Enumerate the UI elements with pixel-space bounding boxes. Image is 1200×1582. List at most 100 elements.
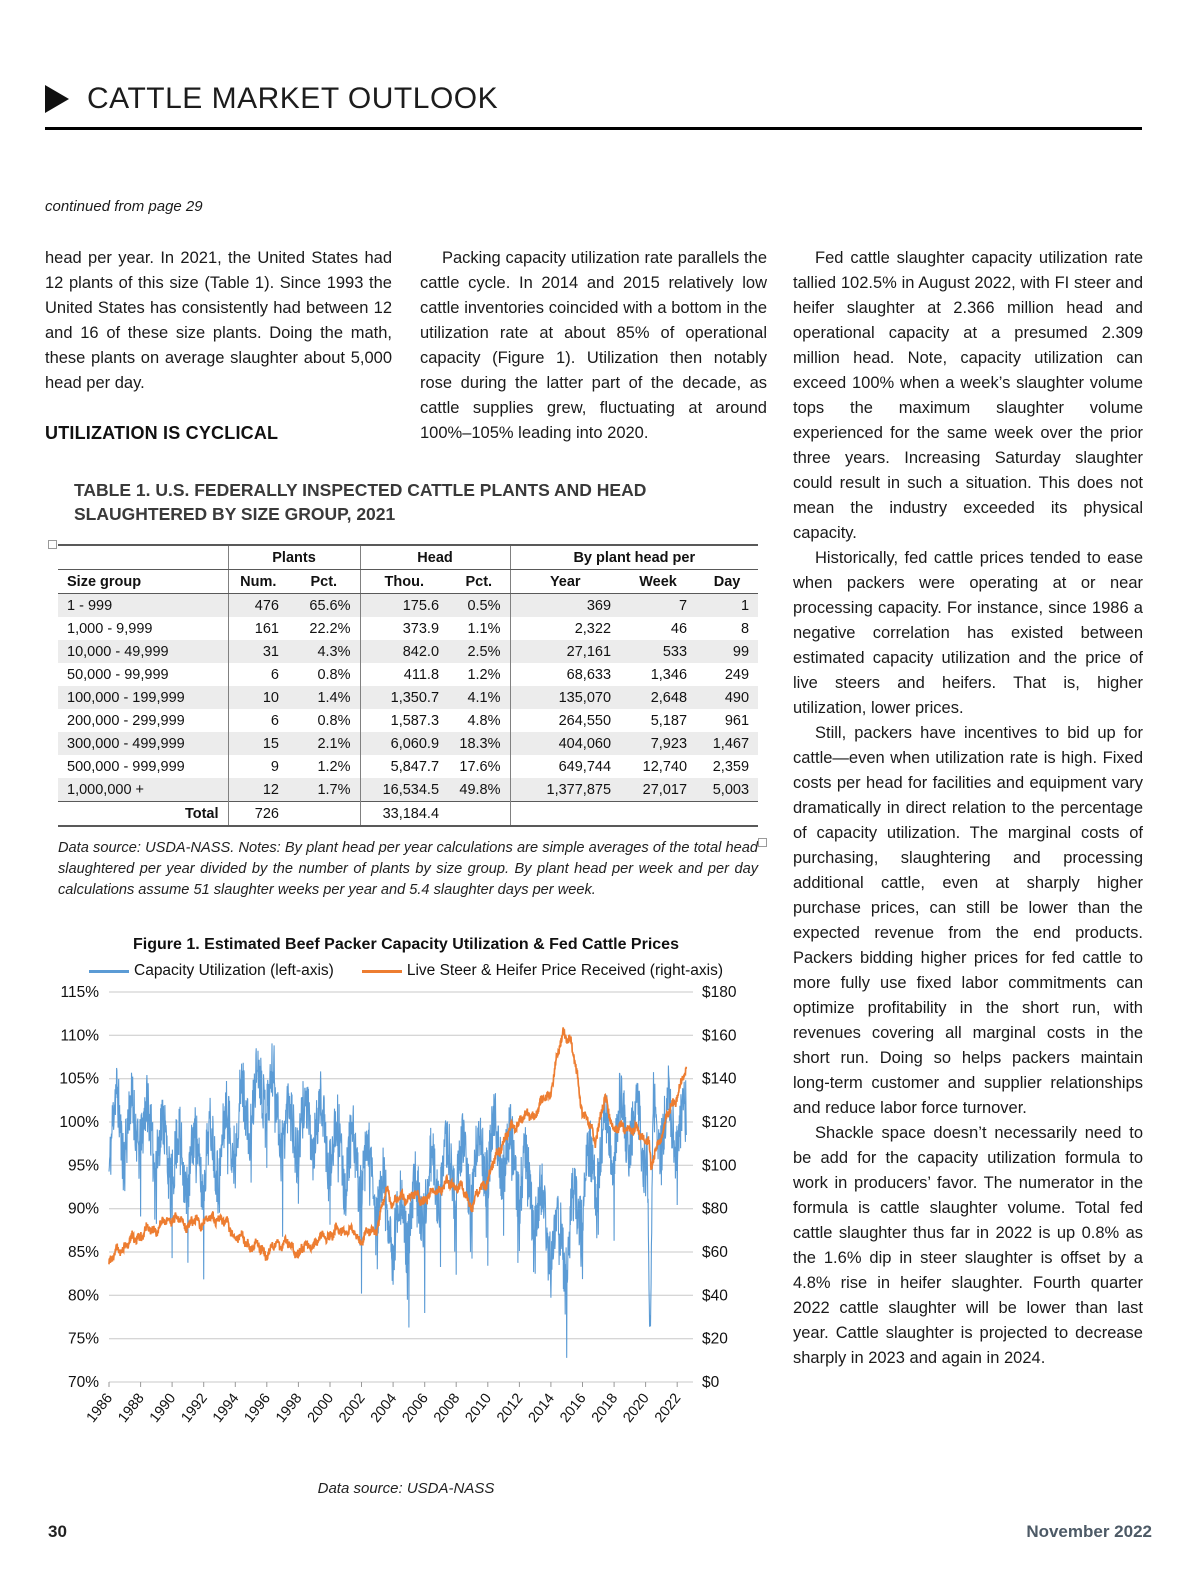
table-cell: 2.1% xyxy=(317,735,351,752)
table-cell: 46 xyxy=(670,620,688,637)
table-cell: 0.8% xyxy=(317,666,351,683)
table-cell: 49.8% xyxy=(459,781,501,798)
table-column-header: Day xyxy=(696,569,759,594)
left-axis-tick: 110% xyxy=(61,1027,100,1044)
table-cell: 2,322 xyxy=(509,617,621,640)
table-cell: 2,359 xyxy=(712,758,750,775)
table-cell: 16,534.5 xyxy=(359,778,449,802)
x-axis-tick: 1992 xyxy=(178,1391,210,1426)
legend-swatch xyxy=(89,969,129,973)
table-cell: 1 xyxy=(740,597,750,614)
table-cell xyxy=(448,801,511,826)
article-paragraph: Historically, fed cattle prices tended t… xyxy=(793,549,1143,717)
left-axis-tick: 80% xyxy=(68,1287,99,1304)
table-cell: 1,467 xyxy=(712,735,750,752)
right-axis-tick: $140 xyxy=(702,1071,737,1088)
table-cell: 8 xyxy=(740,620,750,637)
page-header: CATTLE MARKET OUTLOOK xyxy=(45,82,498,116)
right-axis-tick: $100 xyxy=(702,1157,737,1174)
right-axis-tick: $20 xyxy=(702,1331,728,1348)
table-cell: 961 xyxy=(724,712,750,729)
right-axis-tick: $160 xyxy=(702,1027,737,1044)
x-axis-tick: 2002 xyxy=(336,1391,368,1426)
continued-from-note: continued from page 29 xyxy=(45,198,203,215)
table-cell: 1.2% xyxy=(467,666,501,683)
table-cell: 6 xyxy=(227,663,288,686)
x-axis-tick: 1996 xyxy=(241,1391,273,1426)
table-cell: 31 xyxy=(227,640,288,663)
table-row: 100,000 - 199,999 10 1.4% 1,350.7 4.1% 135,07… xyxy=(58,686,759,709)
table-cell: 533 xyxy=(662,643,688,660)
x-axis-tick: 1986 xyxy=(84,1391,116,1426)
table-column-header: Num. xyxy=(227,569,288,594)
table-row: 50,000 - 99,999 6 0.8% 411.8 1.2% 68,633 1,346… xyxy=(58,663,758,686)
table-cell: 9 xyxy=(227,755,288,778)
left-axis-tick: 95% xyxy=(68,1157,99,1174)
table-total-row: Total 726 33,184.4 xyxy=(58,801,759,826)
table-cell xyxy=(696,801,759,826)
table-cell: 1,350.7 xyxy=(359,686,449,709)
table-cell: 300,000 - 499,999 xyxy=(67,735,185,752)
table-cell: 2.5% xyxy=(467,643,501,660)
table-column-header: Year xyxy=(509,569,621,594)
table-cell: 1.7% xyxy=(317,781,351,798)
table-cell: 135,070 xyxy=(509,686,621,709)
right-axis-tick: $60 xyxy=(702,1244,728,1261)
table-cell: 65.6% xyxy=(309,597,351,614)
table-cell: 161 xyxy=(227,617,288,640)
table-cell: 726 xyxy=(227,801,288,826)
table-cell xyxy=(288,801,361,826)
table-group-header: Plants xyxy=(227,545,361,570)
left-axis-tick: 85% xyxy=(68,1244,99,1261)
x-axis-tick: 2008 xyxy=(431,1391,463,1426)
table-cell: 1.4% xyxy=(317,689,351,706)
x-axis-tick: 2010 xyxy=(462,1391,494,1426)
article-paragraph: Fed cattle slaughter capacity utilizatio… xyxy=(793,249,1143,542)
table-cell: 369 xyxy=(509,593,621,617)
table-row: 200,000 - 299,999 6 0.8% 1,587.3 4.8% 264,550… xyxy=(58,709,758,732)
table-section: TABLE 1. U.S. FEDERALLY INSPECTED CATTLE… xyxy=(58,478,762,901)
x-axis-tick: 2020 xyxy=(620,1391,652,1426)
table-cell: 27,017 xyxy=(642,781,688,798)
table-cell: 500,000 - 999,999 xyxy=(67,758,185,775)
right-axis-tick: $0 xyxy=(702,1374,720,1391)
x-axis-tick: 1988 xyxy=(115,1391,147,1426)
figure-source: Data source: USDA-NASS xyxy=(317,1480,495,1497)
text-column-2: Packing capacity utilization rate parall… xyxy=(420,246,767,446)
table-cell: 0.5% xyxy=(467,597,501,614)
table-cell: 1,346 xyxy=(650,666,688,683)
table-cell: 1,587.3 xyxy=(359,709,449,732)
table-cell: 842.0 xyxy=(359,640,449,663)
table-cell: 476 xyxy=(227,593,288,617)
table-column-header: Pct. xyxy=(288,569,361,594)
table-cell: 1,377,875 xyxy=(509,778,621,802)
table-cell: 99 xyxy=(732,643,750,660)
table-group-header: By plant head per xyxy=(509,545,759,570)
table-cell: 264,550 xyxy=(509,709,621,732)
left-axis-tick: 105% xyxy=(59,1071,99,1088)
page-number: 30 xyxy=(48,1522,67,1541)
table-column-header: Week xyxy=(620,569,697,594)
x-axis-tick: 2004 xyxy=(368,1391,400,1426)
legend-item: Capacity Utilization (left-axis) xyxy=(89,962,334,980)
table-cell: 4.1% xyxy=(467,689,501,706)
table-cell: 4.3% xyxy=(317,643,351,660)
table-cell: 22.2% xyxy=(309,620,351,637)
legend-item: Live Steer & Heifer Price Received (righ… xyxy=(361,962,723,980)
table-group-header: Head xyxy=(359,545,511,570)
table-cell: 12 xyxy=(227,778,288,802)
legend-label: Live Steer & Heifer Price Received (righ… xyxy=(406,962,723,979)
x-axis-tick: 1994 xyxy=(210,1391,242,1426)
x-axis-tick: 2000 xyxy=(305,1391,337,1426)
article-paragraph: head per year. In 2021, the United State… xyxy=(45,249,392,392)
table-cell: 1.2% xyxy=(317,758,351,775)
table-row: 300,000 - 499,999 15 2.1% 6,060.9 18.3% 404,0… xyxy=(58,732,759,755)
left-axis-tick: 90% xyxy=(68,1201,99,1218)
figure-title: Figure 1. Estimated Beef Packer Capacity… xyxy=(133,936,679,953)
table-cell: 1,000,000 + xyxy=(67,781,145,798)
price-line xyxy=(108,1027,688,1265)
table-cell: 175.6 xyxy=(359,593,449,617)
capacity-utilization-line xyxy=(108,1043,687,1358)
table-cell: 0.8% xyxy=(317,712,351,729)
table-cell: 249 xyxy=(724,666,750,683)
